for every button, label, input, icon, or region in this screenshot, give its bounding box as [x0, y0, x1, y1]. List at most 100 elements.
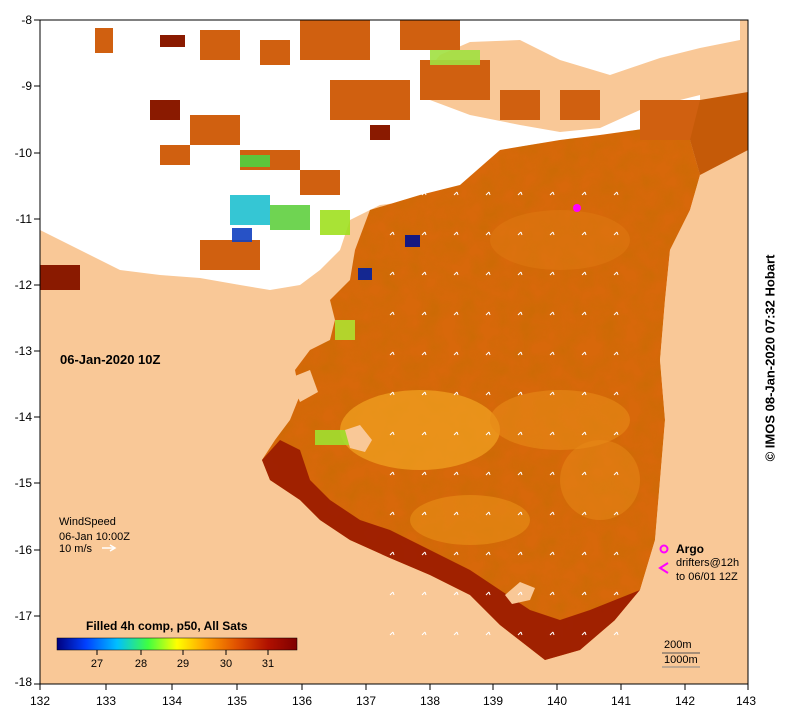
wind-vector: [421, 231, 427, 236]
wind-vector: [517, 231, 523, 236]
wind-vector: [389, 471, 395, 476]
lon-tick: 135: [226, 694, 248, 708]
wind-vector: [517, 431, 523, 436]
warm-patch: [340, 390, 500, 470]
wind-vector: [613, 191, 619, 196]
wind-title: WindSpeed: [59, 516, 116, 528]
wind-vector: [549, 511, 555, 516]
wind-vector: [517, 591, 523, 596]
wind-vector: [389, 511, 395, 516]
island: [290, 370, 318, 402]
cloud-region: [40, 20, 740, 290]
argo-legend-icon: [659, 544, 669, 554]
wind-vector: [485, 591, 491, 596]
wind-vector: [517, 631, 523, 636]
lon-tick: 141: [610, 694, 632, 708]
wind-vector: [389, 631, 395, 636]
warm-patch: [490, 210, 630, 270]
warm-patch: [490, 390, 630, 450]
wind-vector: [485, 231, 491, 236]
wind-vector: [453, 511, 459, 516]
wind-vector: [613, 231, 619, 236]
wind-vector: [613, 271, 619, 276]
wind-vector: [517, 551, 523, 556]
island: [345, 425, 372, 452]
lat-tick: -17: [14, 609, 32, 623]
colorbar-label: 27: [90, 658, 104, 670]
lon-tick: 134: [161, 694, 183, 708]
wind-vector: [581, 271, 587, 276]
drifter-legend-icon: [658, 562, 669, 574]
wind-vector: [581, 511, 587, 516]
wind-vector: [421, 351, 427, 356]
wind-vector: [581, 231, 587, 236]
wind-vector: [389, 231, 395, 236]
wind-vector: [421, 311, 427, 316]
wind-vector: [613, 591, 619, 596]
wind-vector: [421, 631, 427, 636]
drifters-label: drifters@12h: [676, 557, 740, 569]
wind-vector: [613, 351, 619, 356]
wind-vector: [581, 431, 587, 436]
wind-vector: [421, 471, 427, 476]
lat-tick: -11: [15, 212, 32, 226]
wind-vector: [613, 431, 619, 436]
lon-tick: 140: [546, 694, 568, 708]
wind-vector: [485, 391, 491, 396]
warm-patch: [560, 440, 640, 520]
wind-vector: [453, 311, 459, 316]
wind-vector: [549, 351, 555, 356]
colorbar-label: 29: [176, 658, 190, 670]
wind-vector: [549, 231, 555, 236]
colorbar-ticks: [96, 650, 269, 655]
wind-vector: [421, 591, 427, 596]
wind-vector: [549, 271, 555, 276]
wind-vector: [517, 391, 523, 396]
lat-tick: -12: [14, 278, 32, 292]
wind-vector: [421, 391, 427, 396]
wind-vector: [581, 551, 587, 556]
wind-vector: [421, 431, 427, 436]
wind-vector: [389, 351, 395, 356]
wind-vector: [485, 311, 491, 316]
credit-text: © IMOS 08-Jan-2020 07:32 Hobart: [762, 254, 778, 462]
colorbar-label: 31: [261, 658, 275, 670]
wind-vector: [549, 551, 555, 556]
lat-tick: -16: [14, 543, 32, 557]
colorbar: [56, 637, 298, 651]
lat-tick: -13: [14, 344, 32, 358]
wind-vector: [613, 391, 619, 396]
wind-vector: [485, 271, 491, 276]
eastern-sea-patch: [690, 92, 748, 175]
map-frame: [39, 19, 749, 685]
argo-float: [573, 204, 581, 212]
wind-vector: [453, 351, 459, 356]
wind-vector: [613, 551, 619, 556]
colorbar-title: Filled 4h comp, p50, All Sats: [86, 619, 248, 633]
wind-vector: [549, 431, 555, 436]
wind-vector: [485, 191, 491, 196]
wind-vector: [581, 311, 587, 316]
wind-vector: [389, 551, 395, 556]
wind-vector: [613, 311, 619, 316]
wind-vector: [549, 591, 555, 596]
wind-vector: [453, 631, 459, 636]
sst-patches-north: [95, 20, 710, 270]
wind-vector: [485, 431, 491, 436]
wind-vector: [613, 471, 619, 476]
date-label: 06-Jan-2020 10Z: [60, 352, 161, 367]
lat-tick: -15: [14, 476, 32, 490]
wind-vector: [517, 271, 523, 276]
wind-vector: [453, 391, 459, 396]
wind-vectors: [389, 191, 619, 636]
wind-vector: [485, 351, 491, 356]
wind-vector: [517, 191, 523, 196]
drifters-range: to 06/01 12Z: [676, 571, 738, 583]
wind-vector: [485, 631, 491, 636]
wind-vector: [485, 471, 491, 476]
wind-scale-arrow: [102, 544, 117, 552]
lon-tick: 143: [735, 694, 757, 708]
wind-vector: [581, 191, 587, 196]
wind-vector: [485, 551, 491, 556]
